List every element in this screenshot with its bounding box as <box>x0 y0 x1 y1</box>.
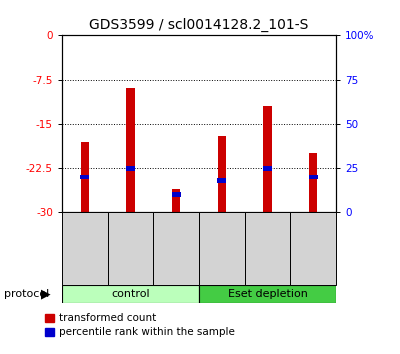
Text: GSM435060: GSM435060 <box>126 221 135 276</box>
Bar <box>126 88 135 212</box>
Text: Eset depletion: Eset depletion <box>228 289 308 299</box>
Text: ▶: ▶ <box>41 287 51 300</box>
FancyBboxPatch shape <box>199 285 336 303</box>
Text: GSM435059: GSM435059 <box>80 221 89 276</box>
Text: GSM435062: GSM435062 <box>217 221 226 276</box>
Bar <box>172 189 180 212</box>
Bar <box>172 192 181 197</box>
Bar <box>309 153 317 212</box>
Bar <box>263 106 272 212</box>
Legend: transformed count, percentile rank within the sample: transformed count, percentile rank withi… <box>45 313 235 337</box>
FancyBboxPatch shape <box>62 285 199 303</box>
Text: GSM435061: GSM435061 <box>172 221 181 276</box>
Text: protocol: protocol <box>4 289 49 299</box>
Bar <box>126 166 135 171</box>
Text: GSM435063: GSM435063 <box>263 221 272 276</box>
Text: control: control <box>111 289 150 299</box>
Bar <box>217 178 226 183</box>
Bar <box>263 166 272 171</box>
Bar <box>81 142 89 212</box>
Text: GSM435064: GSM435064 <box>309 221 318 276</box>
Title: GDS3599 / scl0014128.2_101-S: GDS3599 / scl0014128.2_101-S <box>89 17 309 32</box>
Bar <box>80 175 89 179</box>
Bar <box>218 136 226 212</box>
Bar <box>309 175 318 179</box>
